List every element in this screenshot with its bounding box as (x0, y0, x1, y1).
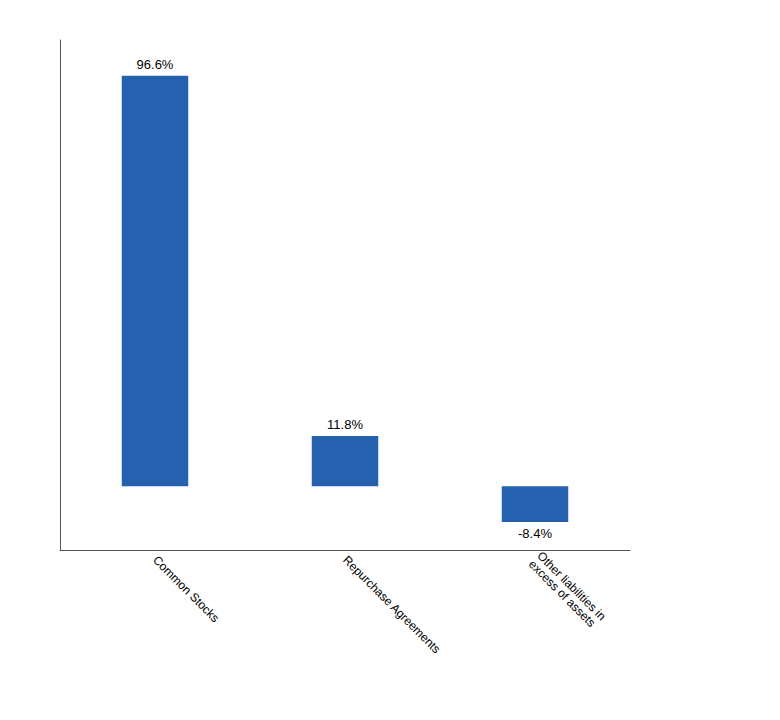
svg-text:11.8%: 11.8% (327, 417, 363, 432)
svg-text:Common Stocks: Common Stocks (150, 553, 222, 625)
svg-text:-8.4%: -8.4% (518, 526, 552, 541)
svg-text:96.6%: 96.6% (137, 57, 174, 72)
svg-text:Other liabilities in: Other liabilities in (534, 548, 609, 624)
svg-text:excess of assets: excess of assets (526, 557, 599, 630)
svg-text:Repurchase Agreements: Repurchase Agreements (340, 553, 443, 656)
